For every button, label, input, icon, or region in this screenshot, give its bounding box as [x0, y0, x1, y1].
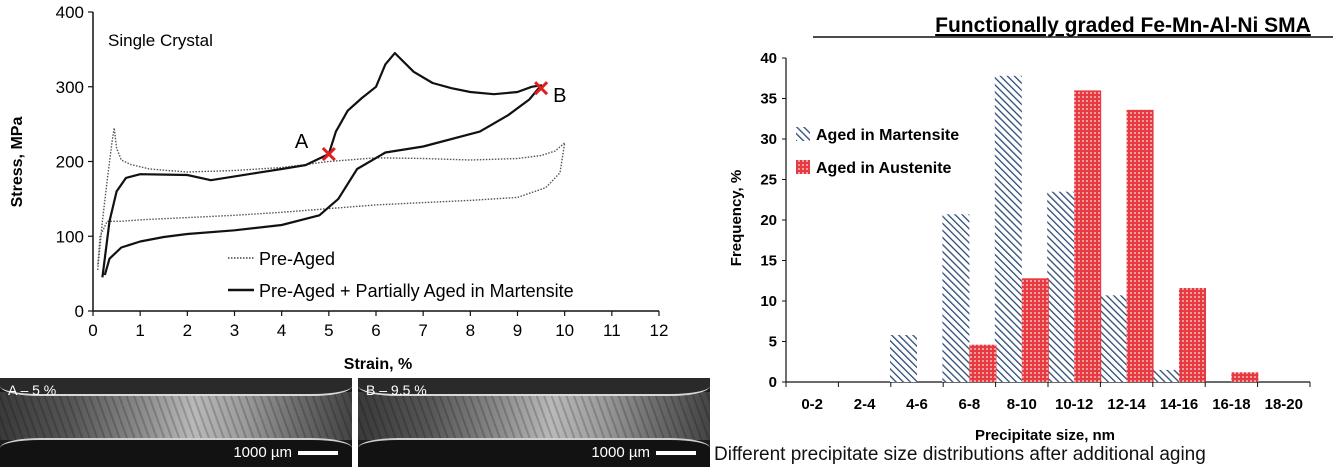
legend-label-austenite: Aged in Austenite [816, 160, 952, 177]
legend-swatch-martensite [796, 127, 810, 141]
histogram-title: Functionally graded Fe-Mn-Al-Ni SMA [935, 14, 1311, 37]
stress-chart-series [97, 51, 566, 278]
stress-y-tick-label: 400 [56, 3, 84, 22]
histogram-x-tick-label: 16-18 [1212, 396, 1250, 413]
histogram-x-tick-label: 4-6 [906, 396, 928, 413]
bar-martensite-14-16 [1152, 369, 1179, 382]
marker-a [321, 146, 336, 162]
stress-x-tick-label: 7 [418, 321, 427, 340]
micrograph-a-scale-text: 1000 µm [233, 444, 292, 461]
legend-swatch-austenite [796, 160, 810, 174]
histogram-y-tick-label: 20 [760, 212, 777, 229]
bar-austenite-16-18 [1231, 372, 1259, 382]
histogram-x-tick-label: 8-10 [1007, 396, 1037, 413]
legend-label-pre-aged: Pre-Aged [259, 249, 335, 269]
stress-x-tick-label: 9 [513, 321, 522, 340]
histogram-y-tick-label: 5 [769, 334, 777, 351]
histogram-x-tick-label: 18-20 [1265, 396, 1303, 413]
bar-martensite-8-10 [994, 75, 1022, 383]
micrograph-a-label: A – 5 % [8, 382, 57, 398]
histogram-x-tick-label: 10-12 [1055, 396, 1093, 413]
stress-x-tick-label: 11 [603, 321, 621, 340]
legend-label-martensite: Aged in Martensite [816, 127, 959, 144]
histogram-y-tick-label: 10 [760, 293, 777, 310]
histogram-y-tick-label: 35 [760, 91, 777, 108]
histogram-x-tick-label: 12-14 [1107, 396, 1146, 413]
histogram-x-tick-label: 2-4 [854, 396, 876, 413]
marker-b [534, 81, 549, 96]
histogram-legend: Aged in Martensite Aged in Austenite [796, 127, 959, 177]
stress-chart-ylabel: Stress, MPa [9, 117, 26, 208]
stress-chart-annotation: Single Crystal [108, 31, 213, 50]
marker-label-b: B [553, 85, 566, 107]
micrograph-b-scale-bar [656, 451, 696, 455]
marker-label-a: A [295, 131, 309, 153]
stress-series-partially-aged [101, 51, 543, 278]
stress-x-tick-label: 12 [650, 321, 669, 340]
bar-austenite-6-8 [969, 344, 997, 382]
bar-martensite-12-14 [1099, 295, 1127, 382]
bar-martensite-4-6 [890, 335, 917, 382]
bar-austenite-10-12 [1074, 90, 1102, 383]
histogram-y-tick-label: 0 [769, 374, 777, 391]
stress-x-tick-label: 8 [466, 321, 475, 340]
histogram-x-tick-label: 0-2 [801, 396, 823, 413]
stress-y-tick-label: 200 [56, 153, 84, 172]
stress-x-tick-label: 4 [277, 321, 286, 340]
stress-x-tick-label: 0 [88, 321, 97, 340]
frequency-histogram-chart: Functionally graded Fe-Mn-Al-Ni SMA 0 5 10… [728, 14, 1333, 444]
micrograph-b-scale-text: 1000 µm [591, 444, 650, 461]
legend-label-partially-aged: Pre-Aged + Partially Aged in Martensite [259, 281, 574, 301]
micrograph-b: B – 9.5 % 1000 µm [358, 378, 710, 467]
histogram-xlabel: Precipitate size, nm [975, 427, 1115, 444]
histogram-x-tick-label: 14-16 [1160, 396, 1198, 413]
micrograph-a: A – 5 % 1000 µm [0, 378, 352, 467]
stress-x-tick-label: 6 [371, 321, 380, 340]
histogram-y-tick-label: 30 [760, 131, 777, 148]
stress-chart-markers: AB [295, 81, 566, 162]
stress-series-pre-aged [97, 127, 566, 270]
stress-y-tick-label: 300 [56, 78, 84, 97]
histogram-caption: Different precipitate size distributions… [714, 444, 1206, 465]
histogram-y-tick-label: 25 [760, 172, 777, 189]
bar-martensite-10-12 [1047, 191, 1075, 382]
micrograph-b-label: B – 9.5 % [366, 382, 427, 398]
bar-austenite-14-16 [1179, 288, 1206, 382]
histogram-y-tick-label: 40 [760, 50, 777, 67]
stress-x-tick-label: 3 [230, 321, 239, 340]
stress-y-tick-label: 100 [56, 227, 84, 246]
stress-x-tick-label: 2 [183, 321, 192, 340]
histogram-ylabel: Frequency, % [728, 170, 745, 266]
stress-chart-legend: Pre-Aged Pre-Aged + Partially Aged in Ma… [228, 249, 574, 301]
histogram-x-tick-label: 6-8 [959, 396, 981, 413]
stress-x-tick-label: 1 [135, 321, 144, 340]
stress-chart-xlabel: Strain, % [344, 356, 412, 372]
bar-martensite-6-8 [942, 214, 970, 382]
histogram-y-tick-label: 15 [760, 253, 777, 270]
histogram-bars [890, 75, 1259, 383]
stress-y-tick-label: 0 [75, 302, 84, 321]
bar-austenite-8-10 [1021, 278, 1049, 382]
stress-x-tick-label: 5 [324, 321, 333, 340]
micrograph-a-scale-bar [298, 451, 338, 455]
bar-austenite-12-14 [1126, 109, 1154, 383]
stress-x-tick-label: 10 [555, 321, 574, 340]
